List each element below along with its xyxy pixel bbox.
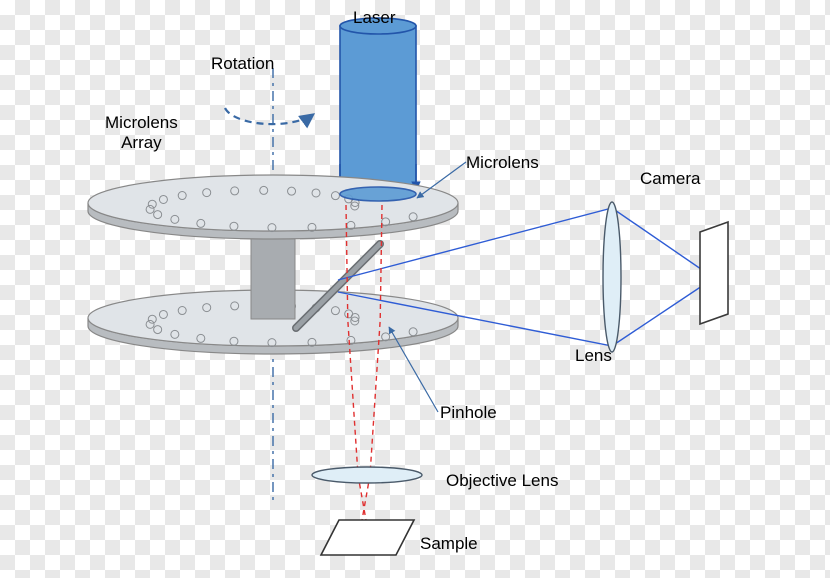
label-rotation: Rotation [211, 54, 274, 74]
label-sample: Sample [420, 534, 478, 554]
label-pinhole: Pinhole [440, 403, 497, 423]
label-objective: Objective Lens [446, 471, 558, 491]
label-lens: Lens [575, 346, 612, 366]
label-camera: Camera [640, 169, 700, 189]
spinning-disk-diagram [0, 0, 830, 578]
label-microlens-array: Microlens Array [105, 113, 178, 153]
label-laser: Laser [353, 8, 396, 28]
label-microlens: Microlens [466, 153, 539, 173]
